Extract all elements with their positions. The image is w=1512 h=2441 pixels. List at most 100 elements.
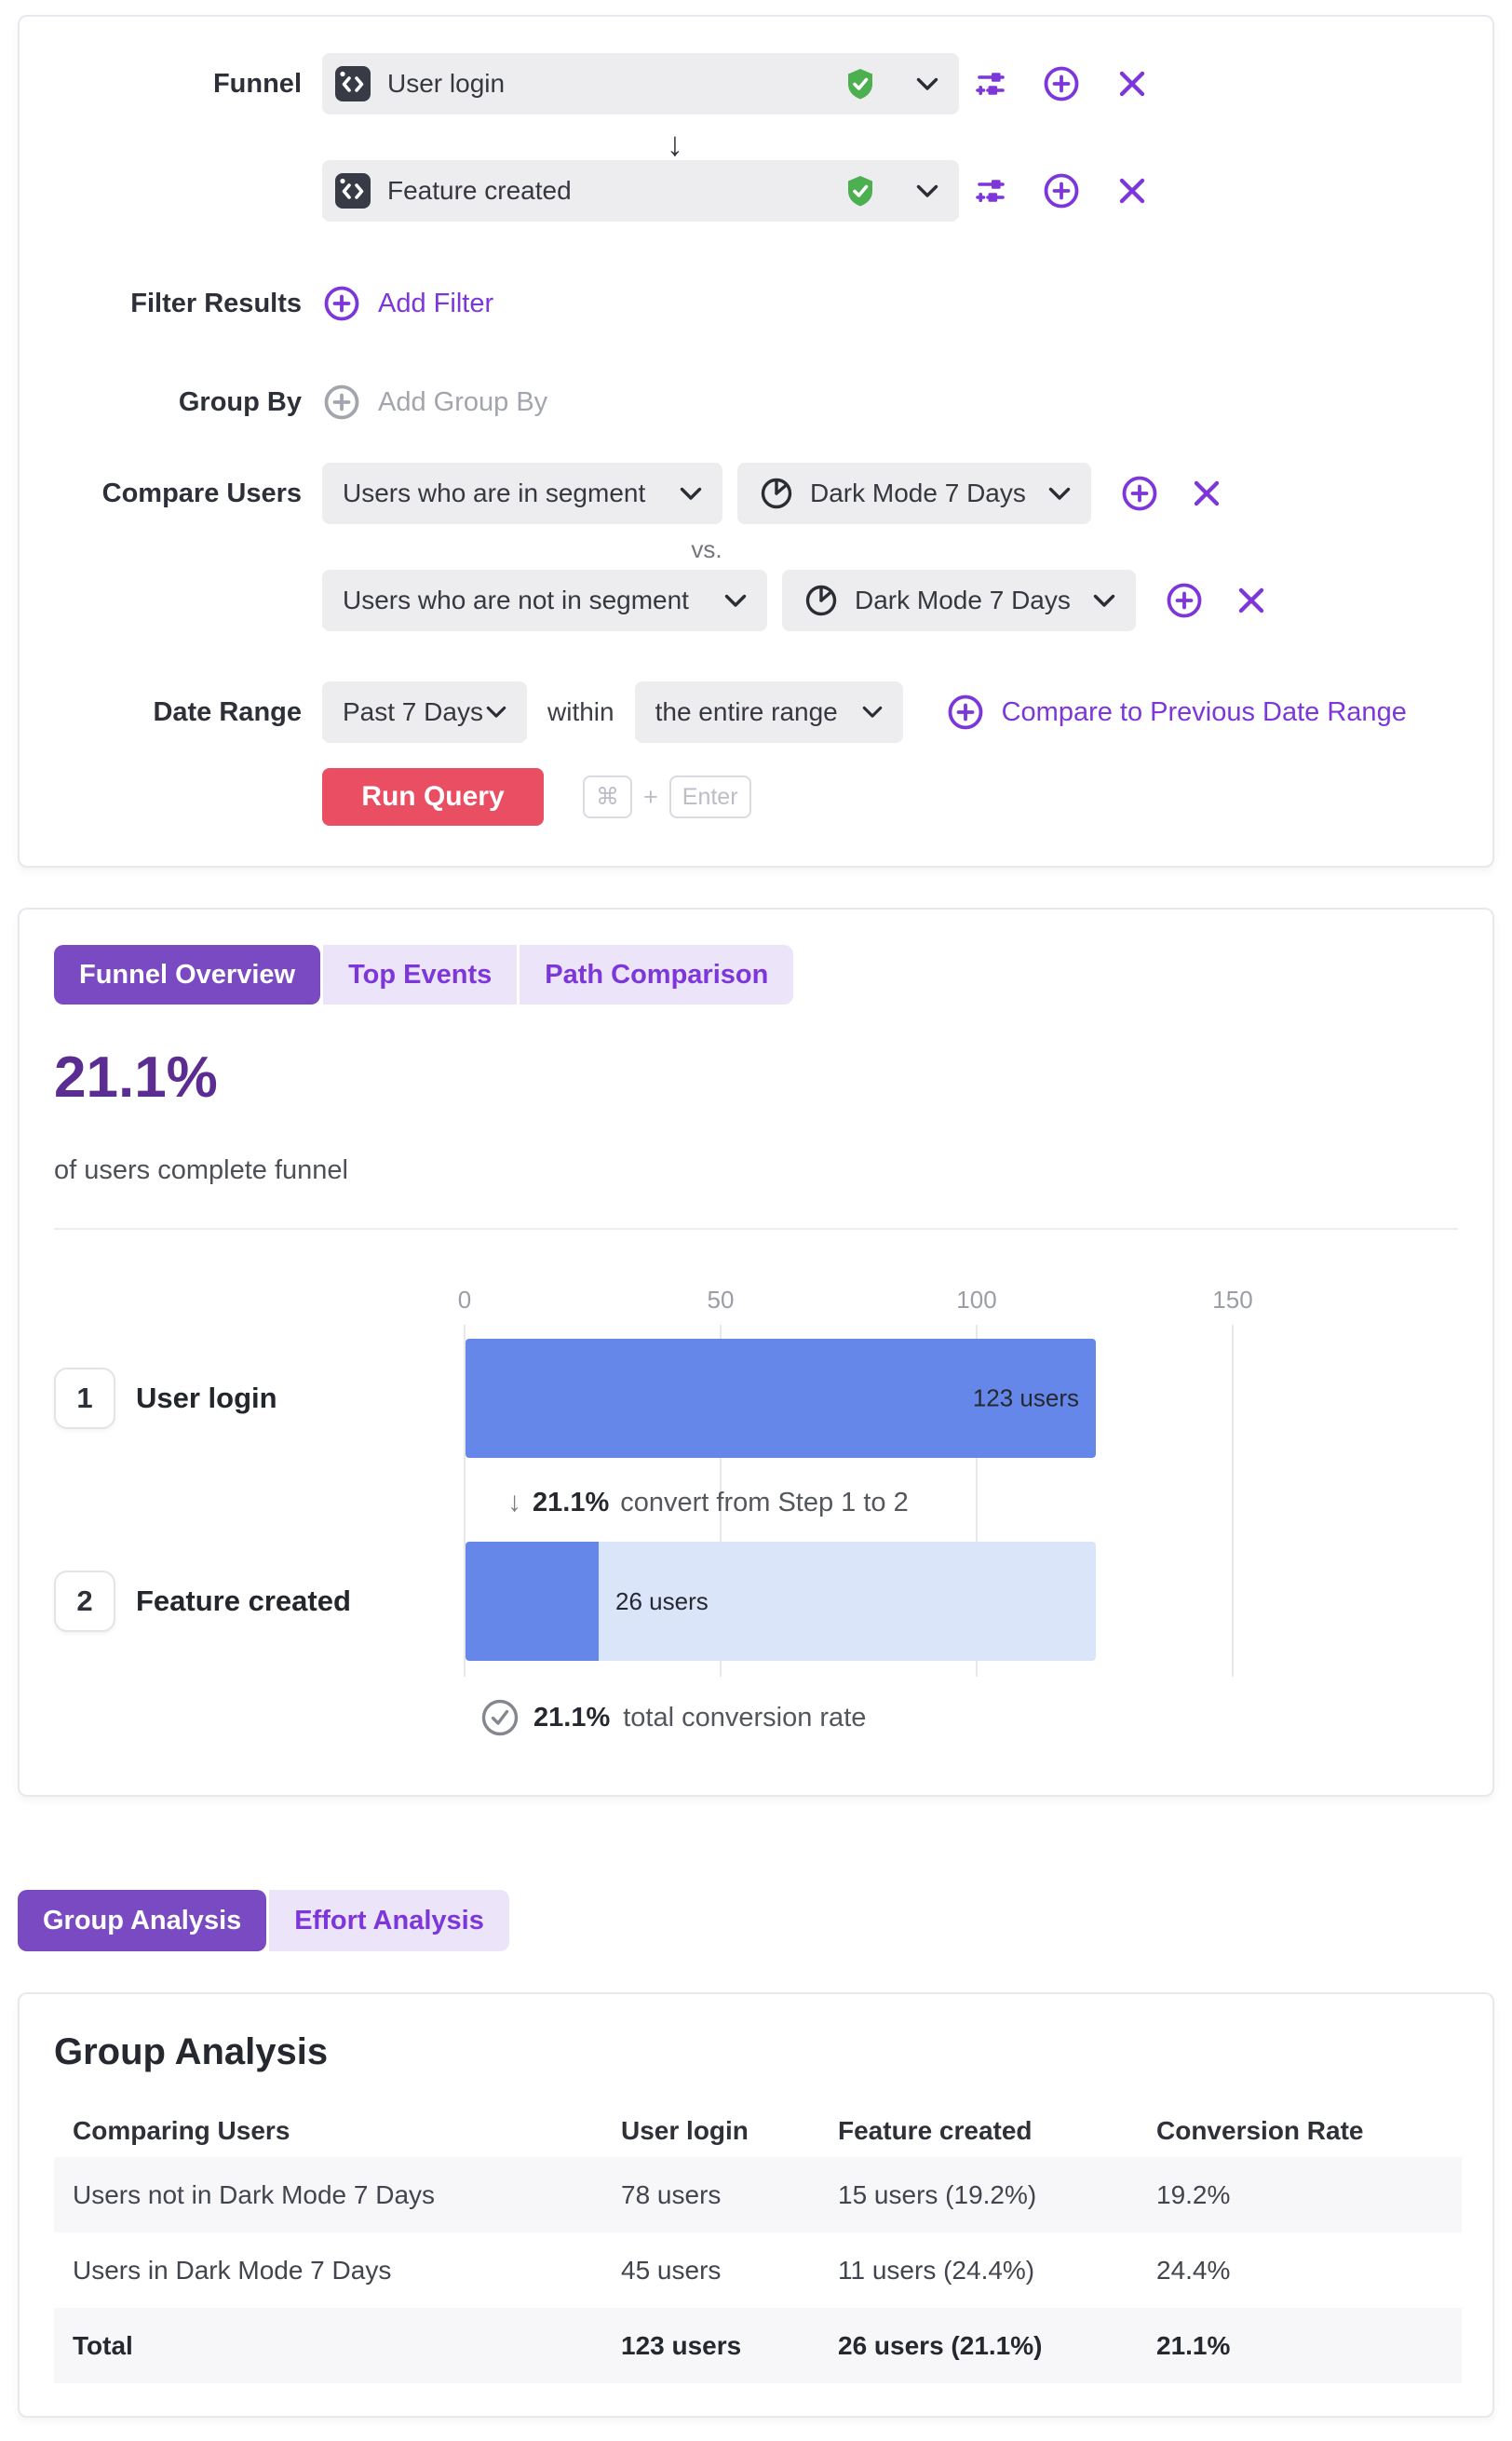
step-2-number: 2 (54, 1571, 115, 1632)
add-filter-button[interactable]: Add Filter (322, 284, 493, 323)
gridline (976, 1325, 978, 1677)
check-circle-icon (481, 1699, 519, 1736)
verified-shield-icon (844, 174, 877, 208)
cell-group-name: Users not in Dark Mode 7 Days (73, 2179, 436, 2209)
table-header-row: Comparing Users User login Feature creat… (54, 2104, 1462, 2157)
chevron-down-icon (916, 184, 938, 198)
tab-funnel-overview[interactable]: Funnel Overview (54, 945, 321, 1005)
enter-key-hint: Enter (668, 775, 751, 818)
chevron-down-icon (862, 706, 883, 719)
compare-condition-2-value: Users who are not in segment (343, 586, 689, 614)
cell-conversion-rate: 24.4% (1156, 2255, 1231, 2285)
funnel-bar-step-2-track: 26 users (466, 1542, 1096, 1661)
compare-condition-2-select[interactable]: Users who are not in segment (322, 570, 767, 631)
funnel-label: Funnel (212, 69, 302, 99)
funnel-bar-step-1[interactable]: 123 users (466, 1339, 1096, 1458)
step-1-filter-sliders-icon[interactable] (968, 61, 1013, 106)
funnel-step-arrow-icon: ↓ (667, 125, 683, 163)
tab-effort-analysis[interactable]: Effort Analysis (269, 1890, 509, 1951)
chevron-down-icon (916, 77, 938, 91)
compare-previous-date-range-button[interactable]: Compare to Previous Date Range (946, 693, 1407, 732)
verified-shield-icon (844, 67, 877, 101)
cell-feature-created: 11 users (24.4%) (838, 2255, 1035, 2285)
x-tick-50: 50 (707, 1286, 735, 1314)
group-analysis-table: Comparing Users User login Feature creat… (54, 2104, 1462, 2383)
results-tabs: Funnel Overview Top Events Path Comparis… (54, 945, 794, 1005)
cmd-key-hint: ⌘ (583, 775, 632, 818)
step-2-add-circle-icon[interactable] (1039, 169, 1084, 213)
compare-row-2-add-circle-icon[interactable] (1162, 578, 1207, 623)
group-analysis-title: Group Analysis (54, 2031, 329, 2072)
run-query-button[interactable]: Run Query (322, 768, 544, 826)
date-range-select[interactable]: Past 7 Days (322, 681, 527, 743)
vs-label: vs. (691, 535, 722, 563)
total-conversion-pct: 21.1% (533, 1702, 611, 1733)
step-1-name: User login (136, 1382, 277, 1414)
total-conversion-text: total conversion rate (623, 1702, 867, 1733)
cell-conversion-rate: 21.1% (1156, 2330, 1231, 2360)
funnel-step-1-event-name: User login (387, 69, 506, 98)
chevron-down-icon (680, 487, 702, 501)
funnel-bar-step-2[interactable] (466, 1542, 599, 1661)
compare-row-1-add-circle-icon[interactable] (1117, 471, 1162, 516)
add-circle-icon (948, 695, 982, 730)
compare-previous-date-range-label: Compare to Previous Date Range (1001, 696, 1407, 727)
gridline (720, 1325, 722, 1677)
col-comparing-users: Comparing Users (73, 2115, 290, 2145)
total-conversion-annotation: 21.1% total conversion rate (479, 1695, 866, 1740)
date-range-value: Past 7 Days (343, 697, 483, 726)
cell-conversion-rate: 19.2% (1156, 2179, 1231, 2209)
bar-1-value-label: 123 users (972, 1383, 1079, 1412)
step-1-remove-x-icon[interactable] (1110, 61, 1154, 106)
add-group-by-button[interactable]: Add Group By (322, 383, 547, 422)
tab-top-events[interactable]: Top Events (323, 945, 518, 1005)
table-row: Users not in Dark Mode 7 Days 78 users 1… (54, 2157, 1462, 2232)
x-tick-100: 100 (956, 1286, 997, 1314)
compare-segment-1-select[interactable]: Dark Mode 7 Days (737, 463, 1091, 524)
step-2-filter-sliders-icon[interactable] (968, 169, 1013, 213)
chevron-down-icon (486, 706, 506, 719)
table-row: Users in Dark Mode 7 Days 45 users 11 us… (54, 2232, 1462, 2308)
compare-row-2-remove-x-icon[interactable] (1229, 578, 1274, 623)
col-conversion-rate: Conversion Rate (1156, 2115, 1364, 2145)
chevron-down-icon (1093, 594, 1115, 608)
compare-users-label: Compare Users (101, 479, 302, 508)
funnel-step-1-select[interactable]: User login (322, 53, 959, 115)
compare-segment-2-select[interactable]: Dark Mode 7 Days (782, 570, 1136, 631)
step-conversion-text: convert from Step 1 to 2 (620, 1487, 909, 1517)
within-label: within (547, 697, 614, 726)
date-scope-value: the entire range (655, 697, 838, 726)
compare-condition-1-select[interactable]: Users who are in segment (322, 463, 722, 524)
col-feature-created: Feature created (838, 2115, 1033, 2145)
compare-segment-1-value: Dark Mode 7 Days (810, 479, 1026, 507)
shortcut-plus: + (643, 782, 658, 811)
table-total-row: Total 123 users 26 users (21.1%) 21.1% (54, 2308, 1462, 2383)
group-analysis-card: Group Analysis Comparing Users User logi… (18, 1992, 1494, 2418)
cell-group-name: Users in Dark Mode 7 Days (73, 2255, 392, 2285)
event-icon (335, 66, 371, 101)
add-circle-icon (324, 384, 359, 420)
gridline (1232, 1325, 1234, 1677)
tab-group-analysis[interactable]: Group Analysis (18, 1890, 267, 1951)
step-1-add-circle-icon[interactable] (1039, 61, 1084, 106)
run-query-shortcut: ⌘ + Enter (583, 775, 751, 818)
cell-group-name: Total (73, 2330, 133, 2360)
segment-pie-icon (761, 478, 792, 509)
cell-user-login: 45 users (621, 2255, 722, 2285)
segment-pie-icon (805, 585, 837, 616)
tab-path-comparison[interactable]: Path Comparison (520, 945, 794, 1005)
chevron-down-icon (1048, 487, 1071, 501)
step-2-remove-x-icon[interactable] (1110, 169, 1154, 213)
bar-2-value-label: 26 users (615, 1586, 709, 1615)
funnel-step-2-event-name: Feature created (387, 176, 572, 205)
funnel-overview-card: Funnel Overview Top Events Path Comparis… (18, 908, 1494, 1797)
add-circle-icon (324, 286, 359, 321)
cell-feature-created: 26 users (21.1%) (838, 2330, 1043, 2360)
compare-row-1-remove-x-icon[interactable] (1184, 471, 1229, 516)
date-scope-select[interactable]: the entire range (634, 681, 903, 743)
funnel-step-2-legend: 2 Feature created (54, 1571, 351, 1632)
x-tick-150: 150 (1212, 1286, 1253, 1314)
funnel-step-2-select[interactable]: Feature created (322, 160, 959, 222)
analysis-tabs: Group Analysis Effort Analysis (18, 1890, 509, 1951)
